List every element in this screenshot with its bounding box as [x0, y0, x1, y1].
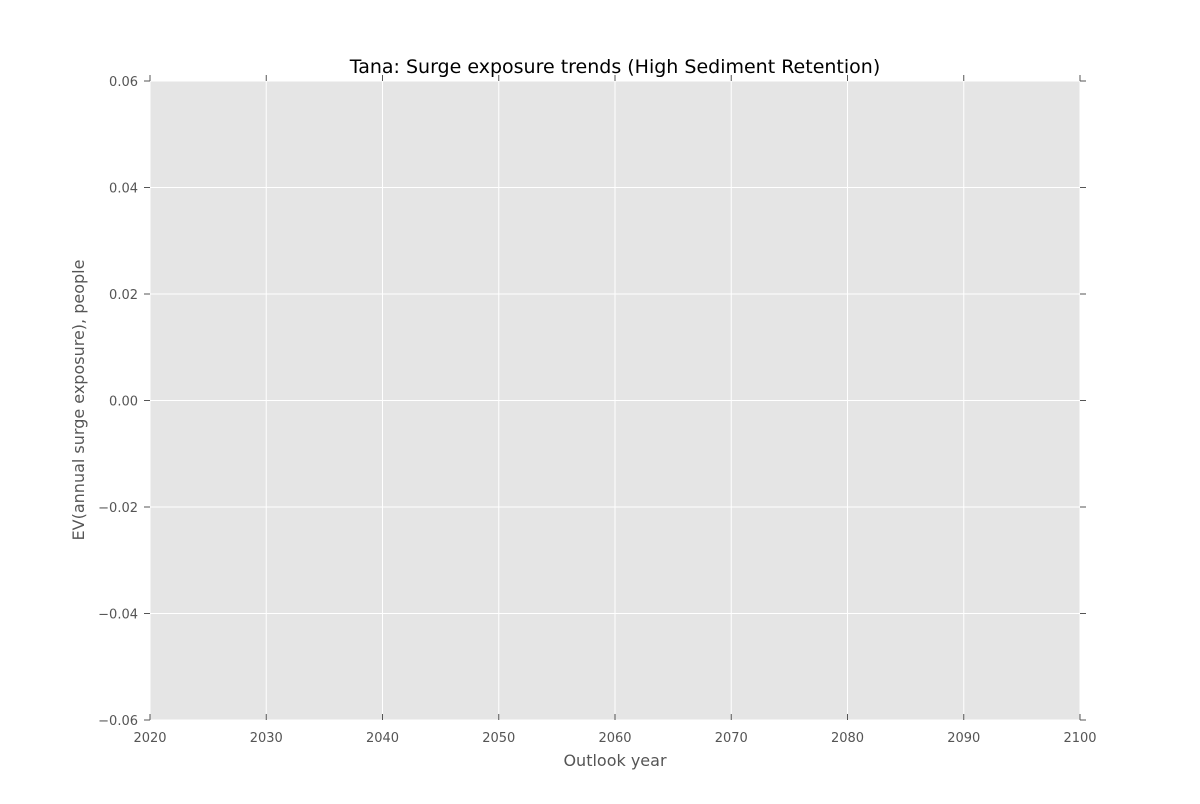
- y-tick-label: −0.06: [98, 714, 138, 729]
- x-tick-label: 2030: [250, 731, 283, 746]
- x-tick-label: 2040: [366, 731, 399, 746]
- y-tick-label: 0.06: [109, 75, 138, 90]
- x-tick-label: 2070: [715, 731, 748, 746]
- x-tick-label: 2020: [133, 731, 166, 746]
- y-tick-label: 0.04: [109, 182, 138, 197]
- x-tick-label: 2060: [598, 731, 631, 746]
- chart-title: Tana: Surge exposure trends (High Sedime…: [349, 56, 881, 78]
- x-tick-labels: 2020 2030 2040 2050 2060 2070 2080 2090 2100: [133, 731, 1096, 746]
- x-tick-label: 2050: [482, 731, 515, 746]
- x-tick-label: 2090: [947, 731, 980, 746]
- x-axis-label: Outlook year: [563, 751, 667, 770]
- y-tick-label: 0.02: [109, 288, 138, 303]
- y-tick-label: −0.02: [98, 501, 138, 516]
- x-tick-label: 2100: [1063, 731, 1096, 746]
- y-tick-label: −0.04: [98, 608, 138, 623]
- axis-ticks: [144, 75, 1086, 721]
- y-tick-labels: −0.06 −0.04 −0.02 0.00 0.02 0.04 0.06: [98, 75, 138, 729]
- y-tick-label: 0.00: [109, 395, 138, 410]
- x-tick-label: 2080: [831, 731, 864, 746]
- y-axis-label: EV(annual surge exposure), people: [69, 260, 88, 541]
